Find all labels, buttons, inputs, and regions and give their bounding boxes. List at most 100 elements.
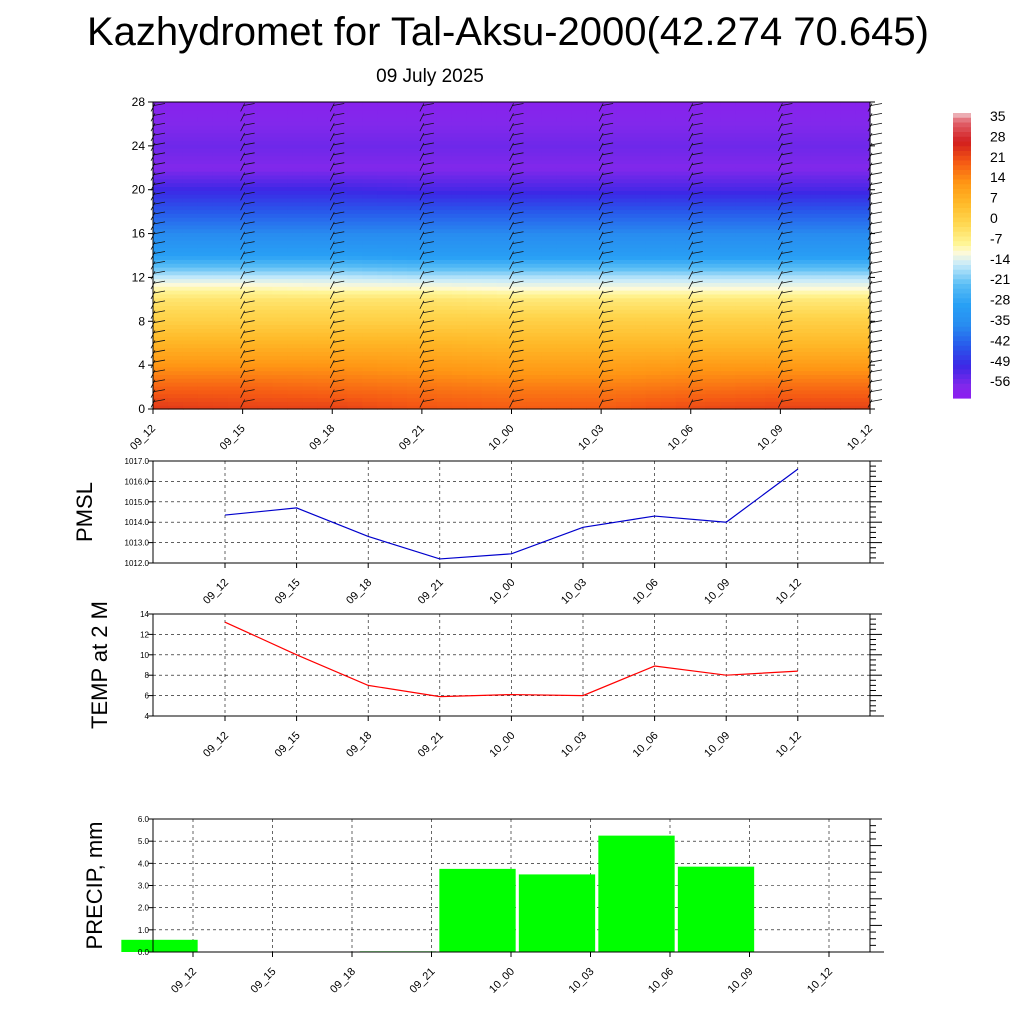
- heatmap-cell: [601, 293, 617, 299]
- heatmap-cell: [481, 359, 498, 364]
- wind-barb: [333, 172, 345, 175]
- y-tick-label: 0.0: [138, 948, 150, 957]
- heatmap-cell: [586, 366, 602, 372]
- heatmap-cell: [601, 117, 617, 122]
- heatmap-cell: [451, 347, 468, 353]
- heatmap-cell: [780, 355, 796, 360]
- heatmap-cell: [765, 297, 781, 303]
- heatmap-cell: [317, 113, 333, 118]
- heatmap-cell: [227, 194, 244, 199]
- wind-barb: [419, 280, 425, 290]
- wind-barb: [509, 280, 514, 290]
- heatmap-cell: [317, 182, 333, 188]
- heatmap-cell: [197, 324, 214, 330]
- heatmap-cell: [406, 267, 423, 272]
- heatmap-cell: [720, 255, 737, 260]
- wind-barb: [422, 201, 434, 205]
- heatmap-cell: [705, 117, 722, 122]
- wind-barb: [333, 211, 345, 215]
- heatmap-cell: [750, 362, 767, 368]
- heatmap-cell: [645, 282, 662, 287]
- heatmap-cell: [526, 117, 542, 122]
- heatmap-cell: [765, 313, 781, 318]
- heatmap-cell: [660, 366, 677, 372]
- heatmap-cell: [227, 393, 244, 399]
- heatmap-cell: [182, 259, 199, 264]
- heatmap-cell: [735, 332, 752, 337]
- heatmap-cell: [795, 132, 811, 138]
- wind-barb: [419, 182, 425, 191]
- heatmap-cell: [212, 355, 229, 360]
- heatmap-cell: [272, 263, 289, 268]
- heatmap-cell: [571, 201, 587, 207]
- heatmap-cell: [810, 263, 826, 268]
- heatmap-cell: [616, 209, 632, 214]
- heatmap-cell: [616, 382, 632, 387]
- heatmap-cell: [362, 393, 378, 399]
- heatmap-cell: [780, 389, 796, 395]
- heatmap-cell: [421, 243, 438, 249]
- heatmap-cell: [675, 378, 692, 383]
- heatmap-cell: [795, 205, 811, 211]
- heatmap-cell: [586, 274, 602, 280]
- heatmap-cell: [810, 343, 826, 349]
- heatmap-cell: [242, 332, 259, 337]
- heatmap-cell: [586, 316, 602, 322]
- heatmap-cell: [451, 332, 468, 337]
- heatmap-cell: [406, 339, 423, 345]
- heatmap-cell: [810, 267, 826, 272]
- heatmap-cell: [855, 247, 871, 253]
- heatmap-cell: [601, 351, 617, 356]
- heatmap-cell: [601, 332, 617, 337]
- heatmap-cell: [720, 347, 737, 353]
- heatmap-cell: [392, 397, 408, 402]
- heatmap-cell: [197, 282, 214, 287]
- heatmap-cell: [810, 117, 826, 122]
- heatmap-cell: [332, 286, 348, 291]
- heatmap-cell: [481, 274, 498, 280]
- heatmap-cell: [795, 305, 811, 310]
- heatmap-cell: [451, 148, 468, 153]
- heatmap-cell: [690, 370, 707, 376]
- heatmap-cell: [481, 393, 498, 399]
- heatmap-cell: [645, 378, 662, 383]
- heatmap-cell: [750, 359, 767, 364]
- heatmap-cell: [840, 163, 856, 168]
- heatmap-cell: [242, 228, 259, 234]
- heatmap-cell: [795, 270, 811, 276]
- wind-barb: [153, 300, 166, 304]
- heatmap-cell: [750, 125, 767, 130]
- heatmap-cell: [242, 144, 259, 149]
- heatmap-cell: [302, 178, 318, 184]
- heatmap-cell: [795, 128, 811, 134]
- heatmap-cell: [227, 197, 244, 203]
- heatmap-cell: [317, 136, 333, 141]
- heatmap-cell: [466, 159, 483, 164]
- heatmap-cell: [735, 240, 752, 245]
- heatmap-cell: [481, 351, 498, 356]
- heatmap-cell: [496, 228, 513, 234]
- heatmap-cell: [332, 324, 348, 330]
- heatmap-cell: [302, 382, 318, 387]
- heatmap-cell: [496, 255, 513, 260]
- heatmap-cell: [197, 366, 214, 372]
- heatmap-cell: [317, 236, 333, 241]
- heatmap-cell: [257, 362, 274, 368]
- heatmap-cell: [526, 343, 542, 349]
- heatmap-cell: [855, 182, 871, 188]
- heatmap-cell: [317, 102, 333, 107]
- wind-barb: [598, 340, 604, 349]
- heatmap-cell: [541, 297, 557, 303]
- heatmap-cell: [631, 243, 647, 249]
- heatmap-cell: [645, 309, 662, 314]
- heatmap-cell: [855, 236, 871, 241]
- heatmap-cell: [780, 362, 796, 368]
- heatmap-cell: [645, 190, 662, 195]
- heatmap-cell: [317, 359, 333, 364]
- heatmap-cell: [675, 336, 692, 341]
- heatmap-cell: [855, 136, 871, 141]
- heatmap-cell: [406, 174, 423, 180]
- heatmap-cell: [392, 366, 408, 372]
- heatmap-cell: [481, 205, 498, 211]
